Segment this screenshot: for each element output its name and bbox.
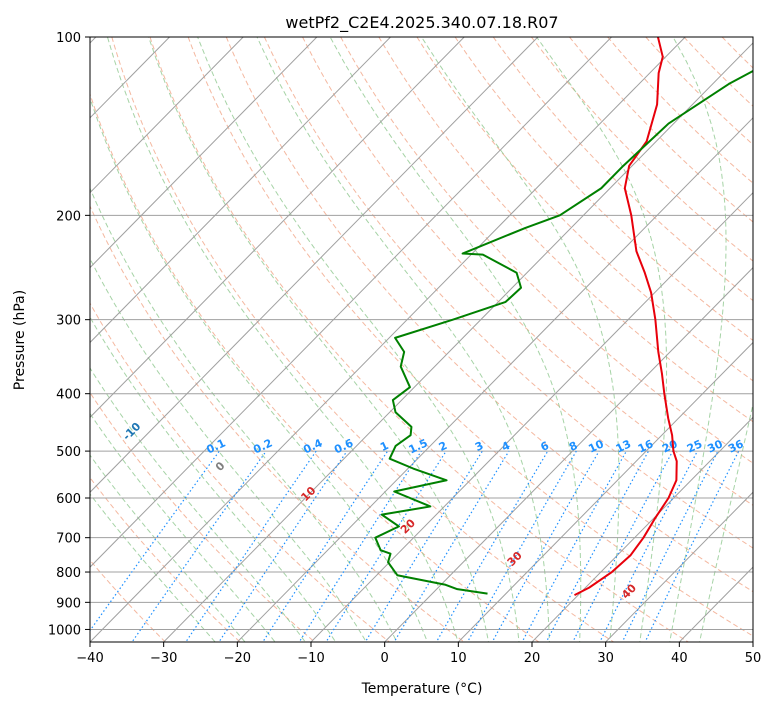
moist-adiabat-line (90, 316, 337, 642)
mixing-ratio-label: 10 (586, 437, 606, 455)
y-tick-label: 600 (56, 492, 81, 507)
dry-adiabat-line (492, 37, 753, 302)
y-tick-label: 900 (56, 596, 81, 611)
x-tick-label: −40 (76, 651, 103, 666)
y-tick-label: 100 (56, 31, 81, 46)
mixing-ratio-label: 13 (614, 437, 633, 455)
y-tick-label: 300 (56, 314, 81, 329)
isotherm-line (90, 37, 318, 269)
axis-ticks: −40 −30 −20 −10 0 10 20 30 40 50 1000 900 800 700 600 5… (48, 31, 761, 666)
y-tick-label: 1000 (48, 623, 81, 638)
x-tick-label: −30 (150, 651, 177, 666)
dry-adiabat-line (90, 302, 391, 642)
dry-adiabat-line (90, 204, 465, 642)
isotherm-line (90, 37, 612, 568)
isotherm-line (90, 37, 244, 194)
mixing-ratio-line (185, 450, 317, 642)
moist-adiabat-line (669, 37, 727, 642)
mixing-ratio-line (545, 450, 650, 642)
x-tick-label: 30 (597, 651, 614, 666)
y-tick-label: 700 (56, 532, 81, 547)
mixing-ratio-label: 20 (660, 437, 680, 455)
dry-adiabat-line (378, 37, 753, 423)
mixing-ratio-line (521, 450, 627, 642)
isotherm-line (383, 266, 753, 642)
mixing-ratio-label: 30 (705, 437, 725, 455)
y-tick-label: 500 (56, 445, 81, 460)
mixing-ratio-line (491, 450, 600, 642)
moist-adiabat-line (536, 37, 668, 642)
mixing-ratio-line (298, 450, 422, 642)
dry-adiabat-line (90, 391, 316, 642)
mixing-ratio-line (90, 450, 220, 632)
x-tick-label: 10 (450, 651, 467, 666)
mixing-ratio-label: 16 (636, 437, 656, 455)
chart-title: wetPf2_C2E4.2025.340.07.18.R07 (285, 13, 558, 33)
mixing-ratio-line (466, 450, 577, 642)
mixing-ratio-line (393, 450, 510, 642)
dry-adiabat-line (454, 37, 753, 342)
x-tick-label: −10 (297, 651, 324, 666)
dewpoint-profile-line (374, 69, 753, 595)
isotherm-line (90, 37, 391, 344)
isotherm-line (162, 42, 753, 642)
isotherm-line (457, 341, 753, 642)
x-tick-label: 0 (381, 651, 389, 666)
y-tick-label: 200 (56, 209, 81, 224)
moist-adiabat-line (699, 402, 753, 642)
plot-frame (89, 36, 754, 643)
mixing-ratio-line (644, 450, 740, 642)
x-axis-label: Temperature (°C) (361, 681, 483, 697)
dry-adiabat-line (302, 37, 753, 506)
dry-adiabat-line (149, 37, 690, 642)
dry-adiabat-line (225, 37, 753, 593)
dry-adiabat-line (263, 37, 753, 549)
moist-adiabat-line (148, 37, 490, 642)
isotherm-line (90, 37, 539, 493)
isotherm-line (90, 37, 686, 642)
dry-adiabat-line (340, 37, 753, 464)
mixing-ratio-line (325, 450, 447, 642)
dry-adiabat-line (187, 37, 753, 637)
plot-area: 0.10.20.40.611.52346810131620253036-100-… (90, 37, 753, 642)
mixing-ratio-line (364, 450, 483, 642)
x-tick-label: 50 (745, 651, 762, 666)
dry-adiabat-line (645, 37, 753, 146)
x-tick-label: 20 (524, 651, 541, 666)
dry-adiabat-line (416, 37, 753, 382)
dry-adiabat-line (90, 92, 540, 642)
dry-adiabat-line (569, 37, 753, 223)
y-axis-label: Pressure (hPa) (12, 290, 28, 390)
x-tick-label: −20 (224, 651, 251, 666)
mixing-ratio-label: 36 (726, 437, 746, 455)
mixing-ratio-line (262, 450, 389, 642)
x-tick-label: 40 (671, 651, 688, 666)
moist-adiabat-line (256, 37, 550, 642)
y-tick-label: 800 (56, 566, 81, 581)
mixing-ratio-line (435, 450, 549, 642)
isotherm-line (90, 37, 465, 419)
isotherm-line (236, 117, 753, 642)
y-tick-label: 400 (56, 388, 81, 403)
isotherm-line (531, 416, 753, 642)
mixing-ratio-line (218, 450, 348, 642)
isotherm-line (310, 192, 753, 642)
isotherm-line (604, 491, 753, 642)
mixing-ratio-label: 25 (685, 437, 704, 455)
